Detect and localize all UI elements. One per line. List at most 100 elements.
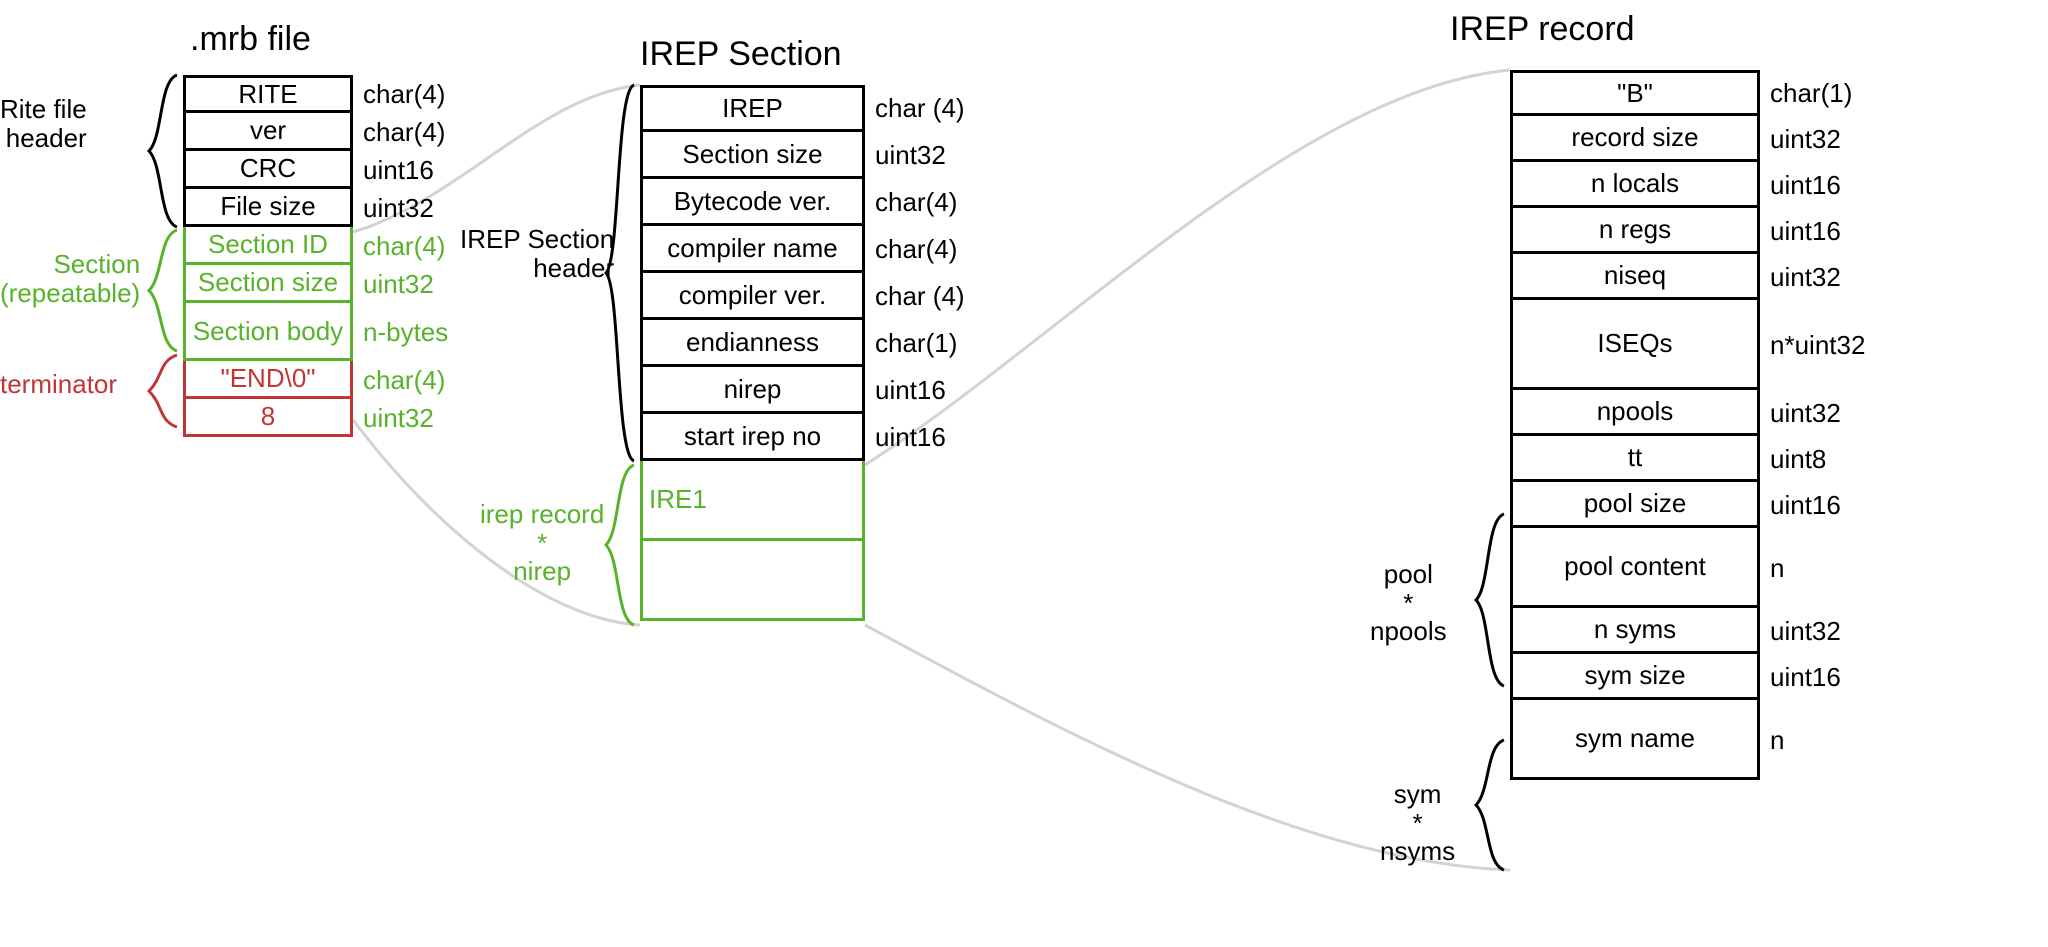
- struct-row: Section size uint32: [183, 265, 448, 303]
- field-type: n: [1770, 700, 1784, 780]
- pool-label: pool*npools: [1370, 560, 1447, 646]
- field-type: uint16: [875, 367, 946, 414]
- field-type: char(4): [875, 226, 957, 273]
- field-type: char(4): [363, 227, 445, 265]
- field-cell: compiler name: [640, 226, 865, 273]
- field-type: n*uint32: [1770, 300, 1865, 390]
- struct-row: ver char(4): [183, 113, 448, 151]
- field-type: uint32: [1770, 390, 1841, 436]
- field-cell: Section size: [640, 132, 865, 179]
- field-cell: record size: [1510, 116, 1760, 162]
- field-type: uint32: [363, 265, 434, 303]
- irep-section-block: IREPchar (4)Section sizeuint32Bytecode v…: [640, 85, 965, 621]
- struct-row: [640, 541, 965, 621]
- field-cell: n regs: [1510, 208, 1760, 254]
- section-label: Section(repeatable): [0, 250, 140, 307]
- struct-row: "B"char(1): [1510, 70, 1865, 116]
- struct-row: pool sizeuint16: [1510, 482, 1865, 528]
- struct-row: compiler namechar(4): [640, 226, 965, 273]
- field-cell: pool content: [1510, 528, 1760, 608]
- rite-header-label: Rite fileheader: [0, 95, 87, 152]
- struct-row: IRE1: [640, 461, 965, 541]
- field-type: uint32: [363, 399, 434, 437]
- struct-row: RITE char(4): [183, 75, 448, 113]
- struct-row: sym sizeuint16: [1510, 654, 1865, 700]
- terminator-label: terminator: [0, 370, 117, 399]
- field-type: char (4): [875, 273, 965, 320]
- field-cell: Section ID: [183, 227, 353, 265]
- struct-row: n regsuint16: [1510, 208, 1865, 254]
- field-type: char(4): [363, 75, 445, 113]
- struct-row: npoolsuint32: [1510, 390, 1865, 436]
- field-type: uint16: [1770, 208, 1841, 254]
- field-type: uint16: [1770, 482, 1841, 528]
- field-type: char(4): [875, 179, 957, 226]
- col2-title: IREP Section: [640, 35, 842, 74]
- field-cell: sym size: [1510, 654, 1760, 700]
- col3-title: IREP record: [1450, 10, 1635, 49]
- field-type: char(1): [875, 320, 957, 367]
- field-cell: compiler ver.: [640, 273, 865, 320]
- field-type: n: [1770, 528, 1784, 608]
- field-cell: "B": [1510, 70, 1760, 116]
- struct-row: File size uint32: [183, 189, 448, 227]
- sym-label: sym*nsyms: [1380, 780, 1455, 866]
- field-type: uint32: [363, 189, 434, 227]
- field-cell: Section body: [183, 303, 353, 361]
- struct-row: record sizeuint32: [1510, 116, 1865, 162]
- field-cell: start irep no: [640, 414, 865, 461]
- field-cell: IREP: [640, 85, 865, 132]
- field-cell: IRE1: [640, 461, 865, 541]
- field-cell: [640, 541, 865, 621]
- field-cell: nirep: [640, 367, 865, 414]
- field-cell: ISEQs: [1510, 300, 1760, 390]
- struct-row: Section sizeuint32: [640, 132, 965, 179]
- struct-row: n symsuint32: [1510, 608, 1865, 654]
- struct-row: Section ID char(4): [183, 227, 448, 265]
- field-cell: Section size: [183, 265, 353, 303]
- field-type: char(1): [1770, 70, 1852, 116]
- struct-row: ISEQsn*uint32: [1510, 300, 1865, 390]
- field-cell: 8: [183, 399, 353, 437]
- field-type: uint16: [1770, 162, 1841, 208]
- struct-row: IREPchar (4): [640, 85, 965, 132]
- field-type: uint32: [1770, 116, 1841, 162]
- struct-row: start irep nouint16: [640, 414, 965, 461]
- irep-section-header-label: IREP Sectionheader: [460, 225, 614, 282]
- field-cell: CRC: [183, 151, 353, 189]
- field-cell: npools: [1510, 390, 1760, 436]
- struct-row: "END\0" char(4): [183, 361, 448, 399]
- field-type: uint16: [1770, 654, 1841, 700]
- field-type: uint32: [875, 132, 946, 179]
- field-cell: niseq: [1510, 254, 1760, 300]
- field-cell: endianness: [640, 320, 865, 367]
- struct-row: endiannesschar(1): [640, 320, 965, 367]
- field-cell: sym name: [1510, 700, 1760, 780]
- struct-row: Bytecode ver.char(4): [640, 179, 965, 226]
- struct-row: 8 uint32: [183, 399, 448, 437]
- field-cell: n syms: [1510, 608, 1760, 654]
- field-type: n-bytes: [363, 303, 448, 361]
- struct-row: CRCuint16: [183, 151, 448, 189]
- field-type: uint32: [1770, 254, 1841, 300]
- field-type: uint8: [1770, 436, 1826, 482]
- irep-record-label: irep record*nirep: [480, 500, 604, 586]
- field-type: uint16: [875, 414, 946, 461]
- field-cell: tt: [1510, 436, 1760, 482]
- field-cell: Bytecode ver.: [640, 179, 865, 226]
- col1-title: .mrb file: [190, 20, 311, 59]
- field-cell: File size: [183, 189, 353, 227]
- field-cell: ver: [183, 113, 353, 151]
- struct-row: sym namen: [1510, 700, 1865, 780]
- struct-row: ttuint8: [1510, 436, 1865, 482]
- struct-row: n localsuint16: [1510, 162, 1865, 208]
- field-type: char(4): [363, 361, 445, 399]
- field-type: char(4): [363, 113, 445, 151]
- field-cell: "END\0": [183, 361, 353, 399]
- struct-row: nisequint32: [1510, 254, 1865, 300]
- field-cell: pool size: [1510, 482, 1760, 528]
- field-cell: RITE: [183, 75, 353, 113]
- irep-record-block: "B"char(1)record sizeuint32n localsuint1…: [1510, 70, 1865, 780]
- field-cell: n locals: [1510, 162, 1760, 208]
- diagram-canvas: .mrb file RITEchar(4)verchar(4)CRCuint16…: [0, 0, 2048, 947]
